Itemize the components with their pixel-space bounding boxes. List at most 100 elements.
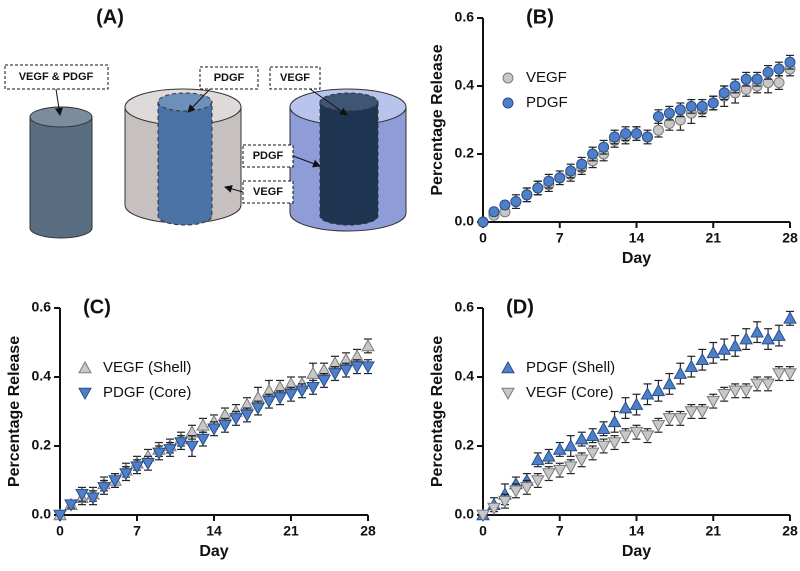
y-tick-label: 0.0	[455, 506, 475, 522]
point	[663, 107, 675, 119]
point	[565, 165, 577, 177]
point	[728, 385, 743, 398]
point	[674, 104, 686, 116]
point	[618, 430, 633, 443]
point	[510, 196, 522, 208]
point	[552, 464, 567, 478]
point	[339, 364, 353, 378]
arrow	[224, 185, 244, 193]
point	[361, 361, 375, 374]
point	[229, 413, 243, 426]
x-tick-label: 28	[782, 230, 798, 246]
point	[772, 368, 786, 381]
point	[673, 366, 688, 379]
point	[773, 63, 785, 75]
point	[53, 509, 67, 523]
cylinder-top	[29, 106, 93, 128]
point	[695, 352, 710, 366]
y-tick-label: 0.6	[455, 9, 475, 25]
point	[477, 216, 489, 228]
diagram-label: VEGF	[280, 72, 310, 84]
point	[543, 175, 555, 187]
point	[141, 457, 155, 471]
point	[717, 388, 732, 402]
x-tick-label: 0	[479, 230, 487, 246]
diagram-label: VEGF	[253, 186, 283, 198]
point	[574, 454, 589, 467]
point	[739, 332, 753, 345]
y-axis-label: Percentage Release	[429, 44, 446, 195]
point	[317, 375, 331, 388]
point	[598, 141, 610, 153]
point	[207, 423, 221, 436]
x-tick-label: 0	[56, 523, 64, 539]
point	[532, 182, 544, 194]
point	[662, 413, 677, 426]
x-tick-label: 0	[479, 523, 487, 539]
point	[476, 509, 490, 523]
point	[552, 442, 567, 455]
point	[640, 387, 655, 400]
point	[718, 87, 730, 99]
diagram-label: PDGF	[214, 72, 245, 84]
y-tick-label: 0.2	[455, 437, 475, 453]
point	[498, 495, 512, 509]
point	[596, 440, 611, 454]
x-axis-label: Day	[199, 543, 228, 560]
point	[618, 401, 633, 414]
point	[284, 388, 298, 402]
point	[696, 100, 708, 112]
point	[152, 447, 166, 460]
diagram-label: PDGF	[253, 150, 284, 162]
point	[728, 338, 743, 352]
x-axis-label: Day	[622, 250, 651, 267]
point	[761, 332, 775, 345]
core-top	[157, 92, 213, 112]
point	[651, 420, 666, 433]
point	[750, 378, 764, 391]
point	[185, 440, 199, 454]
point	[717, 342, 732, 355]
point	[295, 385, 309, 398]
x-tick-label: 21	[705, 230, 721, 246]
point	[652, 124, 664, 136]
core	[319, 101, 379, 226]
legend-marker	[501, 387, 515, 401]
point	[640, 430, 655, 443]
point	[684, 406, 699, 419]
point	[762, 66, 774, 78]
legend-marker	[502, 72, 514, 84]
point	[273, 392, 287, 405]
legend-marker	[501, 360, 515, 374]
point	[240, 409, 254, 422]
point	[761, 378, 775, 391]
y-axis-label: Percentage Release	[6, 336, 23, 487]
point	[196, 433, 210, 447]
point	[651, 383, 666, 397]
point	[739, 385, 753, 398]
diagram-label: VEGF & PDGF	[19, 71, 94, 83]
legend-label: VEGF	[526, 69, 567, 86]
point	[620, 128, 632, 140]
point	[750, 325, 764, 338]
point	[652, 111, 664, 123]
diagram: (A) VEGF & PDGF PDGF VEGF PDGF VEGF	[4, 6, 407, 239]
panel-label: (A)	[96, 6, 124, 28]
point	[587, 148, 599, 160]
point	[707, 97, 719, 109]
y-tick-label: 0.2	[455, 145, 475, 161]
point	[574, 432, 589, 445]
point	[108, 475, 122, 488]
point	[488, 206, 500, 218]
point	[695, 406, 710, 419]
point	[563, 461, 578, 474]
label-box	[269, 66, 321, 90]
x-tick-label: 7	[556, 523, 564, 539]
point	[97, 482, 111, 495]
x-tick-label: 7	[556, 230, 564, 246]
point	[530, 475, 545, 488]
point	[509, 485, 523, 498]
point	[629, 397, 644, 410]
point	[306, 382, 320, 395]
legend-marker	[78, 360, 92, 374]
